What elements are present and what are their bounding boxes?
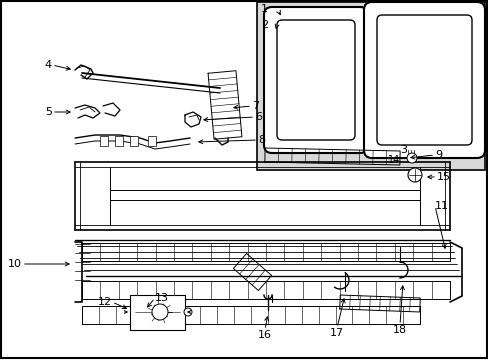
Circle shape <box>183 308 192 316</box>
Circle shape <box>407 168 421 182</box>
Bar <box>130 136 138 146</box>
Text: 4: 4 <box>45 60 52 70</box>
Text: 14: 14 <box>387 155 400 165</box>
Bar <box>100 136 108 146</box>
FancyBboxPatch shape <box>363 2 484 158</box>
Text: 6: 6 <box>254 112 262 122</box>
Bar <box>148 136 156 146</box>
Text: 3: 3 <box>399 145 406 155</box>
FancyBboxPatch shape <box>264 7 367 153</box>
FancyBboxPatch shape <box>376 15 471 145</box>
Bar <box>130 295 184 330</box>
Bar <box>257 2 484 170</box>
Bar <box>115 136 123 146</box>
FancyBboxPatch shape <box>276 20 354 140</box>
Text: 18: 18 <box>392 325 406 335</box>
Text: 5: 5 <box>45 107 52 117</box>
Text: 17: 17 <box>329 328 344 338</box>
Text: 15: 15 <box>436 172 450 182</box>
Text: 11: 11 <box>434 201 448 211</box>
Text: 8: 8 <box>258 135 264 145</box>
Text: 12: 12 <box>98 297 112 307</box>
Text: 7: 7 <box>251 101 259 111</box>
Circle shape <box>406 153 416 163</box>
Text: 1: 1 <box>261 4 267 14</box>
Text: 16: 16 <box>258 330 271 340</box>
Text: 9: 9 <box>434 150 441 160</box>
Text: 13: 13 <box>155 293 169 303</box>
Circle shape <box>152 304 168 320</box>
Text: 2: 2 <box>260 20 267 30</box>
Text: 10: 10 <box>8 259 22 269</box>
